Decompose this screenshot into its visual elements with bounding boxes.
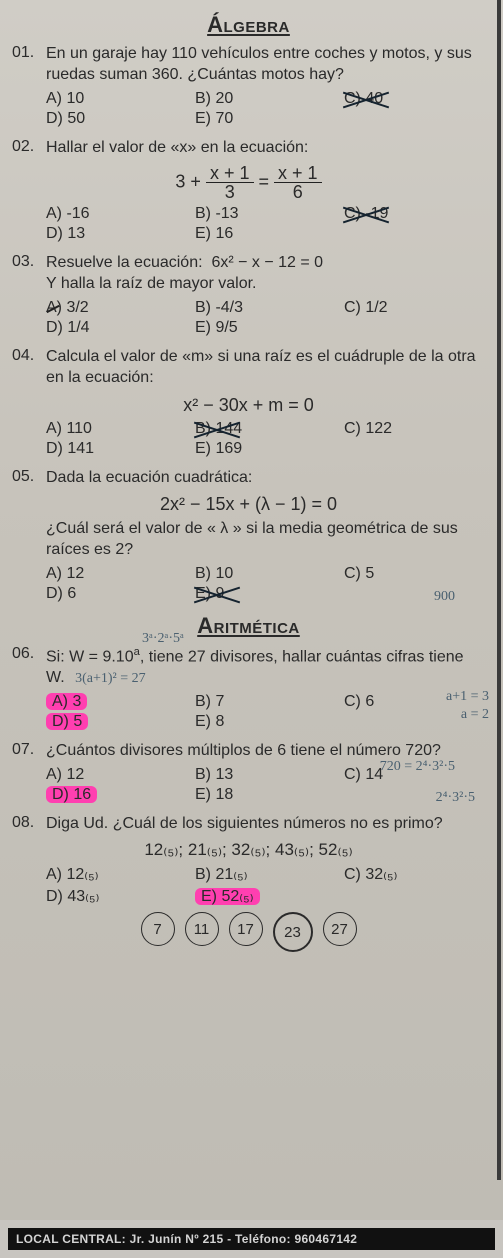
q01-opt-a: A) 10: [46, 90, 187, 108]
question-02: 02. Hallar el valor de «x» en la ecuació…: [12, 138, 485, 244]
q05-text: Dada la ecuación cuadrática:: [46, 468, 485, 489]
q05-pen-note: 900: [434, 589, 455, 605]
q01-opt-b: B) 20: [195, 90, 336, 108]
q03-text-a: Resuelve la ecuación:: [46, 254, 203, 271]
q02-eq-eq: =: [259, 172, 270, 192]
q05-opt-c: C) 5: [344, 565, 485, 583]
q08-opt-e-label: E) 52₍₅₎: [195, 888, 260, 905]
question-05: 05. Dada la ecuación cuadrática: 2x² − 1…: [12, 468, 485, 603]
q02-frac1-d: 3: [206, 183, 254, 201]
q03-eq: 6x² − x − 12 = 0: [211, 254, 323, 271]
q07-opt-a: A) 12: [46, 766, 187, 784]
q02-frac2-n: x + 1: [274, 164, 322, 183]
q08-num: 08.: [12, 814, 46, 835]
q08-circ-2: 17: [229, 912, 263, 946]
q06-opt-d: D) 5: [46, 713, 187, 731]
q03-opt-e: E) 9/5: [195, 319, 336, 337]
q02-opt-a: A) -16: [46, 205, 187, 223]
q08-opt-e: E) 52₍₅₎: [195, 886, 336, 906]
q05-opt-e: E) 9: [195, 585, 336, 603]
q08-circ-4: 27: [323, 912, 357, 946]
q04-opt-b: B) 144: [195, 420, 336, 438]
q02-eq-left: 3 +: [175, 172, 201, 192]
q01-opt-d: D) 50: [46, 110, 187, 128]
q02-opt-b: B) -13: [195, 205, 336, 223]
q02-opt-c: C) -19: [344, 205, 485, 223]
section-title-aritmetica: Aritmética: [12, 613, 485, 639]
q06-opt-a: A) 3: [46, 693, 187, 711]
q08-list: 12₍₅₎; 21₍₅₎; 32₍₅₎; 43₍₅₎; 52₍₅₎: [12, 840, 485, 860]
q06-opt-a-label: A) 3: [46, 693, 87, 710]
q05-text2: ¿Cuál será el valor de « λ » si la media…: [46, 519, 485, 561]
q05-eq: 2x² − 15x + (λ − 1) = 0: [12, 494, 485, 515]
q05-opt-a: A) 12: [46, 565, 187, 583]
q06-num: 06.: [12, 645, 46, 689]
q02-frac2-d: 6: [274, 183, 322, 201]
q08-opt-c: C) 32₍₅₎: [344, 864, 485, 884]
q06-pen-r1: a+1 = 3: [446, 689, 489, 705]
q06-pen-r2: a = 2: [461, 707, 489, 723]
q02-equation: 3 + x + 13 = x + 16: [12, 164, 485, 201]
question-07: 07. ¿Cuántos divisores múltiplos de 6 ti…: [12, 741, 485, 804]
footer-address: LOCAL CENTRAL: Jr. Junín Nº 215 - Teléfo…: [8, 1228, 495, 1250]
q04-num: 04.: [12, 347, 46, 389]
q07-opt-d-label: D) 16: [46, 786, 97, 803]
q08-opt-d: D) 43₍₅₎: [46, 886, 187, 906]
q06-text: Si: W = 9.10a, tiene 27 divisores, halla…: [46, 645, 485, 689]
q08-circ-0: 7: [141, 912, 175, 946]
section-title-algebra: Álgebra: [12, 12, 485, 38]
q07-opt-b: B) 13: [195, 766, 336, 784]
q04-opt-e: E) 169: [195, 440, 336, 458]
q03-opt-b: B) -4/3: [195, 299, 336, 317]
question-01: 01. En un garaje hay 110 vehículos entre…: [12, 44, 485, 128]
q08-circ-1: 11: [185, 912, 219, 946]
q04-opt-d: D) 141: [46, 440, 187, 458]
q06-pen-mid: 3(a+1)² = 27: [75, 671, 146, 686]
q05-opt-d: D) 6: [46, 585, 187, 603]
q01-text: En un garaje hay 110 vehículos entre coc…: [46, 44, 485, 86]
q06-opt-d-label: D) 5: [46, 713, 88, 730]
q08-circ-3: 23: [273, 912, 313, 952]
q03-opt-d: D) 1/4: [46, 319, 187, 337]
q01-opt-e: E) 70: [195, 110, 336, 128]
q03-opt-c: C) 1/2: [344, 299, 485, 317]
q01-opt-c: C) 40: [344, 90, 485, 108]
question-03: 03. Resuelve la ecuación: 6x² − x − 12 =…: [12, 253, 485, 337]
q06-opt-b: B) 7: [195, 693, 336, 711]
right-border: [497, 0, 501, 1180]
q01-num: 01.: [12, 44, 46, 86]
q07-opt-d: D) 16: [46, 786, 187, 804]
q03-text-b: Y halla la raíz de mayor valor.: [46, 275, 256, 292]
q08-opt-b: B) 21₍₅₎: [195, 864, 336, 884]
q03-num: 03.: [12, 253, 46, 295]
q04-opt-a: A) 110: [46, 420, 187, 438]
q02-num: 02.: [12, 138, 46, 159]
q04-opt-c: C) 122: [344, 420, 485, 438]
q06-pen-top: 3ᵃ·2ᵃ·5ᵃ: [142, 631, 184, 647]
q07-pen2: 2⁴·3²·5: [436, 790, 475, 806]
q03-opt-a: A) 3/2: [46, 299, 187, 317]
q07-opt-e: E) 18: [195, 786, 336, 804]
q06-opt-e: E) 8: [195, 713, 336, 731]
q05-opt-b: B) 10: [195, 565, 336, 583]
q07-num: 07.: [12, 741, 46, 762]
q02-opt-d: D) 13: [46, 225, 187, 243]
q05-num: 05.: [12, 468, 46, 489]
question-06: 3ᵃ·2ᵃ·5ᵃ 06. Si: W = 9.10a, tiene 27 div…: [12, 645, 485, 731]
q03-text: Resuelve la ecuación: 6x² − x − 12 = 0 Y…: [46, 253, 485, 295]
q04-eq: x² − 30x + m = 0: [12, 395, 485, 416]
q08-text: Diga Ud. ¿Cuál de los siguientes números…: [46, 814, 485, 835]
q06-text-a: Si: W = 9.10: [46, 648, 134, 665]
q08-circles: 7 11 17 23 27: [12, 912, 485, 952]
q04-text: Calcula el valor de «m» si una raíz es e…: [46, 347, 485, 389]
q02-opt-e: E) 16: [195, 225, 336, 243]
q08-opt-a: A) 12₍₅₎: [46, 864, 187, 884]
q02-text: Hallar el valor de «x» en la ecuación:: [46, 138, 485, 159]
q02-frac1-n: x + 1: [206, 164, 254, 183]
question-04: 04. Calcula el valor de «m» si una raíz …: [12, 347, 485, 458]
question-08: 08. Diga Ud. ¿Cuál de los siguientes núm…: [12, 814, 485, 953]
q07-opt-c: C) 14: [344, 766, 485, 784]
